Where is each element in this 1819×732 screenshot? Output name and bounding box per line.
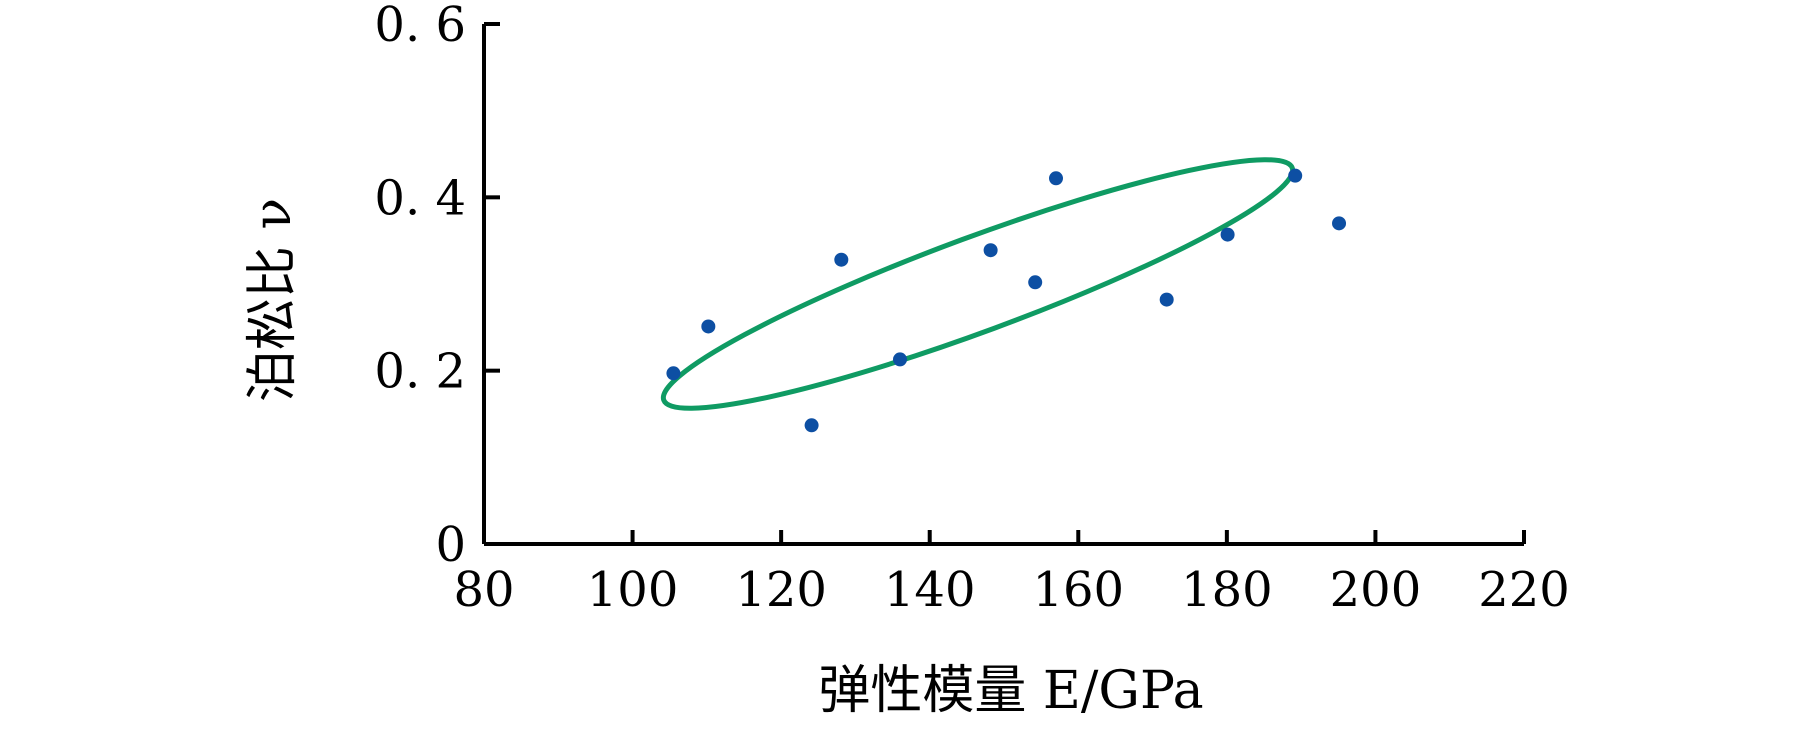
y-ticks: 0 0. 2 0. 4 0. 6 [374, 0, 500, 573]
y-tick-label: 0. 2 [374, 344, 466, 400]
x-tick-label: 100 [587, 562, 679, 618]
x-tick-label: 120 [735, 562, 827, 618]
y-tick-label: 0 [435, 517, 466, 573]
data-point [1332, 216, 1347, 231]
data-point [1159, 292, 1174, 307]
x-tick-label: 200 [1330, 562, 1422, 618]
x-axis-title: 弹性模量 E/GPa [818, 661, 1203, 721]
data-point [804, 418, 819, 433]
data-point [1049, 171, 1063, 186]
x-tick-label: 180 [1181, 562, 1273, 618]
data-point [1028, 275, 1043, 290]
cluster-ellipse [660, 157, 1296, 411]
data-point [893, 352, 907, 367]
x-tick-label: 160 [1032, 562, 1124, 618]
data-point [666, 366, 681, 381]
annotation-layer [660, 157, 1296, 411]
axes [482, 24, 1524, 546]
x-tick-label: 220 [1478, 562, 1570, 618]
data-point [834, 252, 849, 267]
x-tick-label: 80 [453, 562, 514, 618]
data-point [1288, 168, 1303, 183]
data-point [1220, 227, 1235, 242]
x-tick-label: 140 [884, 562, 976, 618]
x-ticks: 80 100 120 140 160 180 200 220 [453, 530, 1570, 618]
y-axis-title: 泊松比 ν [243, 198, 303, 402]
y-tick-label: 0. 6 [374, 0, 466, 53]
y-tick-label: 0. 4 [374, 170, 466, 226]
data-point [983, 243, 998, 258]
data-point [701, 319, 716, 334]
data-points [666, 168, 1347, 433]
